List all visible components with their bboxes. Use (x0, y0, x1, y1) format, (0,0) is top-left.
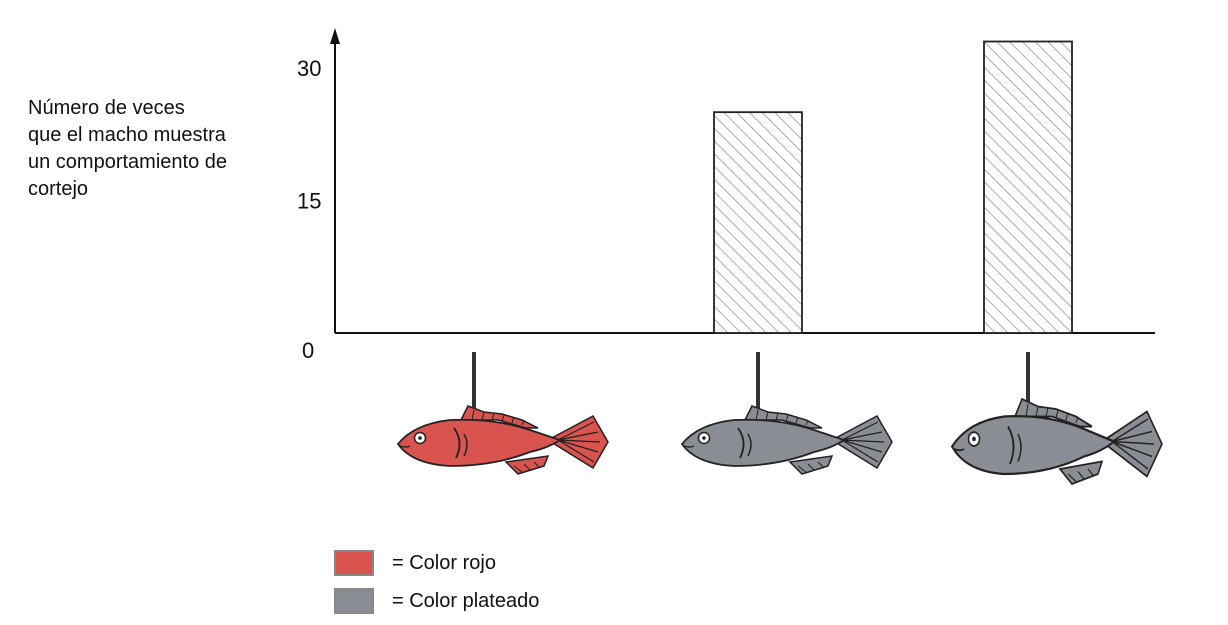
y-axis-label-line: cortejo (28, 178, 89, 200)
legend-swatch-red (334, 550, 374, 576)
y-axis-label-line: que el macho muestra (28, 124, 226, 146)
y-axis-arrow (330, 28, 340, 44)
legend-label: = Color plateado (392, 589, 540, 612)
y-tick-label: 15 (297, 189, 321, 214)
legend-label: = Color rojo (392, 551, 496, 574)
bar (713, 111, 803, 334)
y-tick-label: 0 (302, 338, 314, 363)
fish-model-icon (950, 397, 1164, 486)
y-tick-label: 30 (297, 56, 321, 81)
fish-model-icon (397, 405, 609, 475)
bar-chart: 0 15 30 (297, 28, 1164, 486)
legend-swatch-silver (334, 588, 374, 614)
fish-model-icon (681, 405, 893, 475)
legend-item-silver: = Color plateado (334, 582, 539, 620)
legend: = Color rojo = Color plateado (334, 544, 539, 620)
y-axis-label-line: un comportamiento de (28, 151, 228, 173)
y-axis-label: Número de veces que el macho muestra un … (28, 95, 278, 203)
y-axis-label-line: Número de veces (28, 97, 185, 119)
legend-item-red: = Color rojo (334, 544, 539, 582)
bar (983, 40, 1073, 334)
